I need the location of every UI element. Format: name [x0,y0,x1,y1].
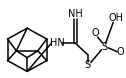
Text: OH: OH [109,13,124,23]
Text: O: O [116,47,124,57]
Text: O: O [92,28,99,38]
Text: S: S [85,60,91,70]
Text: NH: NH [68,9,82,19]
Text: HN: HN [50,38,65,48]
Text: S: S [101,42,107,52]
